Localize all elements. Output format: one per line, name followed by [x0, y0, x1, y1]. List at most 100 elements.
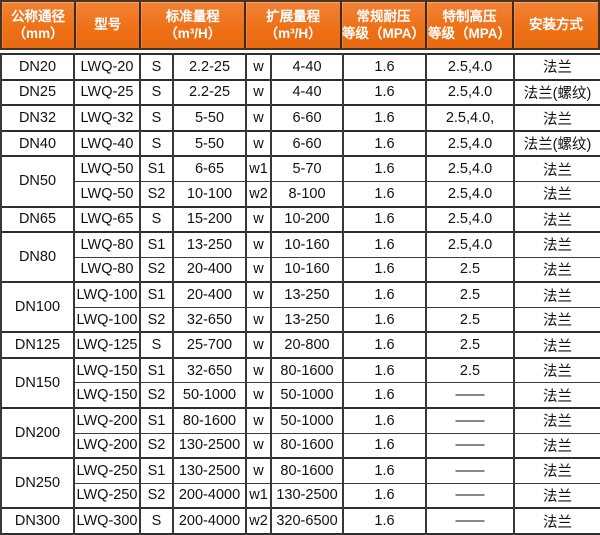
pressure-cell: 1.6: [342, 306, 427, 333]
table-row: LWQ-200 S2 130-2500 w 80-1600 1.6 —— 法兰: [1, 432, 600, 459]
ext-range-cell: 8-100: [270, 180, 344, 207]
install-cell: 法兰: [513, 104, 600, 131]
std-code-cell: S1: [139, 457, 174, 484]
ext-code-cell: w2: [245, 180, 272, 207]
std-code-cell: S: [139, 104, 174, 131]
dn-cell: DN40: [0, 129, 75, 157]
pressure-cell: 1.6: [342, 256, 427, 283]
std-code-cell: S2: [139, 432, 174, 459]
std-code-cell: S: [139, 78, 174, 106]
dn-cell: DN300: [0, 507, 75, 534]
header-installation: 安装方式: [512, 2, 598, 48]
pressure-cell: 1.6: [342, 382, 427, 409]
install-cell: 法兰: [513, 180, 600, 207]
model-cell: LWQ-20: [73, 53, 141, 80]
pressure-cell: 1.6: [342, 482, 427, 509]
ext-range-cell: 80-1600: [270, 432, 344, 459]
table-row: DN25 LWQ-25 S 2.2-25 w 4-40 1.6 2.5,4.0 法兰(螺纹): [0, 78, 600, 106]
ext-code-cell: w1: [245, 155, 272, 182]
model-cell: LWQ-50: [73, 180, 141, 207]
pressure-cell: 1.6: [342, 155, 427, 182]
header-high-pressure: 特制高压 等级（MPA）: [425, 2, 512, 48]
pressure-cell: 1.6: [342, 331, 427, 358]
header-text: （mm）: [12, 26, 64, 41]
spec-table-body: DN20 LWQ-20 S 2.2-25 w 4-40 1.6 2.5,4.0 法兰 DN25 LW…: [0, 53, 600, 534]
pressure-cell: 1.6: [342, 231, 427, 258]
header-model: 型号: [74, 2, 139, 48]
dn-cell: DN250: [0, 457, 75, 509]
pressure-cell: 1.6: [342, 104, 427, 131]
ext-range-cell: 10-160: [270, 231, 344, 258]
std-range-cell: 10-100: [172, 180, 247, 207]
install-cell: 法兰: [513, 306, 600, 333]
ext-code-cell: w: [245, 356, 272, 383]
high-pressure-cell: 2.5: [425, 256, 515, 283]
table-row: LWQ-50 S2 10-100 w2 8-100 1.6 2.5,4.0 法兰: [1, 180, 600, 207]
table-row: DN100 LWQ-100 S1 20-400 w 13-250 1.6 2.5 法兰: [0, 281, 600, 333]
ext-range-cell: 13-250: [270, 306, 344, 333]
header-text: 标准量程: [165, 8, 220, 24]
header-text: 常规耐压: [356, 8, 411, 24]
install-cell: 法兰(螺纹): [513, 78, 600, 106]
pressure-cell: 1.6: [342, 281, 427, 308]
table-body: DN20 LWQ-20 S 2.2-25 w 4-40 1.6 2.5,4.0 法兰 DN25 LW…: [0, 53, 600, 535]
ext-code-cell: w: [245, 331, 272, 358]
high-pressure-cell: ——: [425, 407, 515, 434]
table-row: DN125 LWQ-125 S 25-700 w 20-800 1.6 2.5 法兰: [0, 331, 600, 358]
high-pressure-cell: 2.5: [425, 306, 515, 333]
std-range-cell: 5-50: [172, 104, 247, 131]
ext-code-cell: w: [245, 432, 272, 459]
dn-cell: DN50: [0, 155, 75, 207]
dn-cell: DN100: [0, 281, 75, 333]
table-row: DN80 LWQ-80 S1 13-250 w 10-160 1.6 2.5,4.0 法兰: [0, 231, 600, 283]
ext-range-cell: 6-60: [270, 104, 344, 131]
model-cell: LWQ-40: [73, 129, 141, 157]
table-row: DN250 LWQ-250 S1 130-2500 w 80-1600 1.6 —— 法兰: [0, 457, 600, 509]
table-row: DN50 LWQ-50 S1 6-65 w1 5-70 1.6 2.5,4.0 法兰: [0, 155, 600, 207]
ext-code-cell: w: [245, 256, 272, 283]
high-pressure-cell: 2.5,4.0: [425, 155, 515, 182]
ext-range-cell: 20-800: [270, 331, 344, 358]
std-code-cell: S2: [139, 256, 174, 283]
table-row: LWQ-80 S2 20-400 w 10-160 1.6 2.5 法兰: [1, 256, 600, 283]
std-range-cell: 32-650: [172, 356, 247, 383]
pressure-cell: 1.6: [342, 407, 427, 434]
header-text: 型号: [94, 17, 122, 33]
install-cell: 法兰: [513, 53, 600, 80]
high-pressure-cell: 2.5,4.0: [425, 53, 515, 80]
model-cell: LWQ-300: [73, 507, 141, 534]
ext-code-cell: w: [245, 205, 272, 233]
model-cell: LWQ-150: [73, 356, 141, 383]
std-code-cell: S: [139, 507, 174, 534]
pressure-cell: 1.6: [342, 457, 427, 484]
ext-code-cell: w: [245, 129, 272, 157]
ext-range-cell: 320-6500: [270, 507, 344, 534]
header-extended-range: 扩展量程 （m³/H）: [244, 2, 340, 48]
ext-range-cell: 50-1000: [270, 407, 344, 434]
table-row: DN32 LWQ-32 S 5-50 w 6-60 1.6 2.5,4.0, 法兰: [0, 104, 600, 131]
model-cell: LWQ-250: [73, 457, 141, 484]
std-range-cell: 2.2-25: [172, 78, 247, 106]
high-pressure-cell: 2.5,4.0: [425, 78, 515, 106]
high-pressure-cell: 2.5,4.0: [425, 180, 515, 207]
pressure-cell: 1.6: [342, 78, 427, 106]
std-code-cell: S1: [139, 155, 174, 182]
ext-code-cell: w: [245, 457, 272, 484]
pressure-cell: 1.6: [342, 507, 427, 534]
std-code-cell: S: [139, 129, 174, 157]
std-range-cell: 80-1600: [172, 407, 247, 434]
install-cell: 法兰: [513, 457, 600, 484]
ext-code-cell: w: [245, 53, 272, 80]
dn-cell: DN32: [0, 104, 75, 131]
ext-range-cell: 80-1600: [270, 457, 344, 484]
high-pressure-cell: ——: [425, 432, 515, 459]
model-cell: LWQ-200: [73, 407, 141, 434]
table-row: DN20 LWQ-20 S 2.2-25 w 4-40 1.6 2.5,4.0 法兰: [0, 53, 600, 80]
ext-code-cell: w: [245, 104, 272, 131]
pressure-cell: 1.6: [342, 356, 427, 383]
dn-cell: DN125: [0, 331, 75, 358]
dn-cell: DN80: [0, 231, 75, 283]
model-cell: LWQ-25: [73, 78, 141, 106]
dn-cell: DN25: [0, 78, 75, 106]
model-cell: LWQ-32: [73, 104, 141, 131]
